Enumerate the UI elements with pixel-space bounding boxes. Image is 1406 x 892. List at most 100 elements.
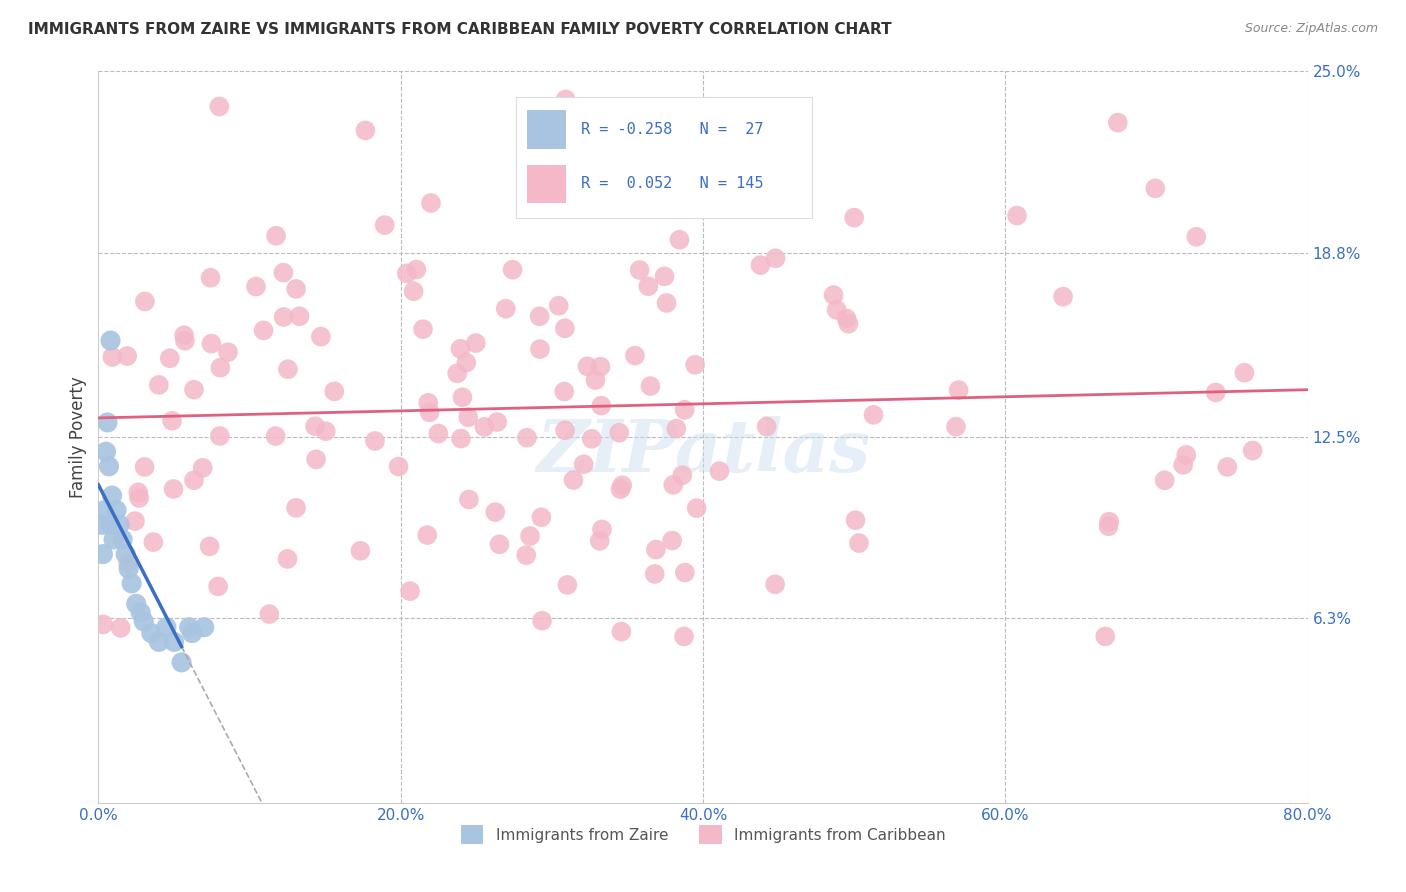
Point — [323, 384, 346, 399]
Point — [1107, 115, 1129, 129]
Point — [309, 329, 332, 343]
Point — [749, 258, 772, 272]
Point — [450, 432, 472, 446]
Point — [610, 624, 633, 639]
Point — [709, 464, 731, 478]
Point — [163, 635, 186, 649]
Point — [661, 533, 683, 548]
Point — [94, 444, 117, 458]
Point — [515, 548, 537, 562]
Point — [530, 510, 553, 524]
Point — [399, 584, 422, 599]
Point — [179, 620, 201, 634]
Point — [208, 429, 231, 443]
Point — [686, 501, 709, 516]
Point — [96, 416, 118, 430]
Point — [118, 562, 141, 576]
Point — [1205, 385, 1227, 400]
Point — [1233, 366, 1256, 380]
Point — [148, 378, 170, 392]
Point — [624, 349, 647, 363]
Point — [576, 359, 599, 374]
Point — [529, 310, 551, 324]
Point — [173, 328, 195, 343]
Point — [628, 263, 651, 277]
Point — [547, 299, 569, 313]
Point — [581, 432, 603, 446]
Point — [245, 279, 267, 293]
Point — [531, 614, 554, 628]
Point — [141, 626, 163, 640]
Point — [208, 99, 231, 113]
Point — [288, 310, 311, 324]
Point — [763, 577, 786, 591]
Point — [1144, 181, 1167, 195]
Point — [848, 536, 870, 550]
Point — [948, 383, 970, 397]
Point — [591, 523, 613, 537]
Point — [217, 345, 239, 359]
Point — [193, 620, 215, 634]
Point — [1241, 443, 1264, 458]
Point — [108, 517, 131, 532]
Point — [450, 342, 472, 356]
Point — [91, 547, 114, 561]
Point — [589, 359, 612, 374]
Point — [640, 379, 662, 393]
Point — [111, 533, 134, 547]
Point — [128, 491, 150, 505]
Point — [519, 529, 541, 543]
Text: ZIPatlas: ZIPatlas — [536, 417, 870, 487]
Point — [148, 635, 170, 649]
Point — [557, 578, 579, 592]
Point — [665, 422, 688, 436]
Point — [90, 517, 112, 532]
Point — [277, 362, 299, 376]
Point — [945, 419, 967, 434]
Point — [402, 284, 425, 298]
Point — [755, 419, 778, 434]
Point — [583, 373, 606, 387]
Point — [420, 196, 443, 211]
Point — [198, 540, 221, 554]
Point — [673, 402, 696, 417]
Point — [1173, 458, 1195, 472]
Point — [387, 459, 409, 474]
Point — [495, 301, 517, 316]
Point — [488, 537, 510, 551]
Point — [612, 478, 634, 492]
Point — [474, 420, 496, 434]
Point — [101, 489, 124, 503]
Point — [668, 233, 690, 247]
Point — [844, 513, 866, 527]
Point — [412, 322, 434, 336]
Point — [114, 547, 136, 561]
Legend: Immigrants from Zaire, Immigrants from Caribbean: Immigrants from Zaire, Immigrants from C… — [454, 819, 952, 850]
Point — [427, 426, 450, 441]
Point — [105, 503, 128, 517]
Point — [562, 473, 585, 487]
Point — [117, 556, 139, 570]
Point — [1185, 230, 1208, 244]
Point — [1153, 473, 1175, 487]
Point — [554, 321, 576, 335]
Point — [93, 503, 115, 517]
Point — [142, 535, 165, 549]
Point — [273, 266, 295, 280]
Point — [502, 262, 524, 277]
Text: IMMIGRANTS FROM ZAIRE VS IMMIGRANTS FROM CARIBBEAN FAMILY POVERTY CORRELATION CH: IMMIGRANTS FROM ZAIRE VS IMMIGRANTS FROM… — [28, 22, 891, 37]
Point — [589, 533, 612, 548]
Point — [395, 267, 418, 281]
Point — [405, 262, 427, 277]
Point — [486, 415, 509, 429]
Point — [554, 92, 576, 106]
Point — [765, 252, 787, 266]
Point — [418, 396, 440, 410]
Point — [862, 408, 884, 422]
Point — [134, 460, 156, 475]
Point — [100, 334, 122, 348]
Point — [285, 500, 308, 515]
Point — [276, 552, 298, 566]
Point — [516, 431, 538, 445]
Point — [683, 358, 706, 372]
